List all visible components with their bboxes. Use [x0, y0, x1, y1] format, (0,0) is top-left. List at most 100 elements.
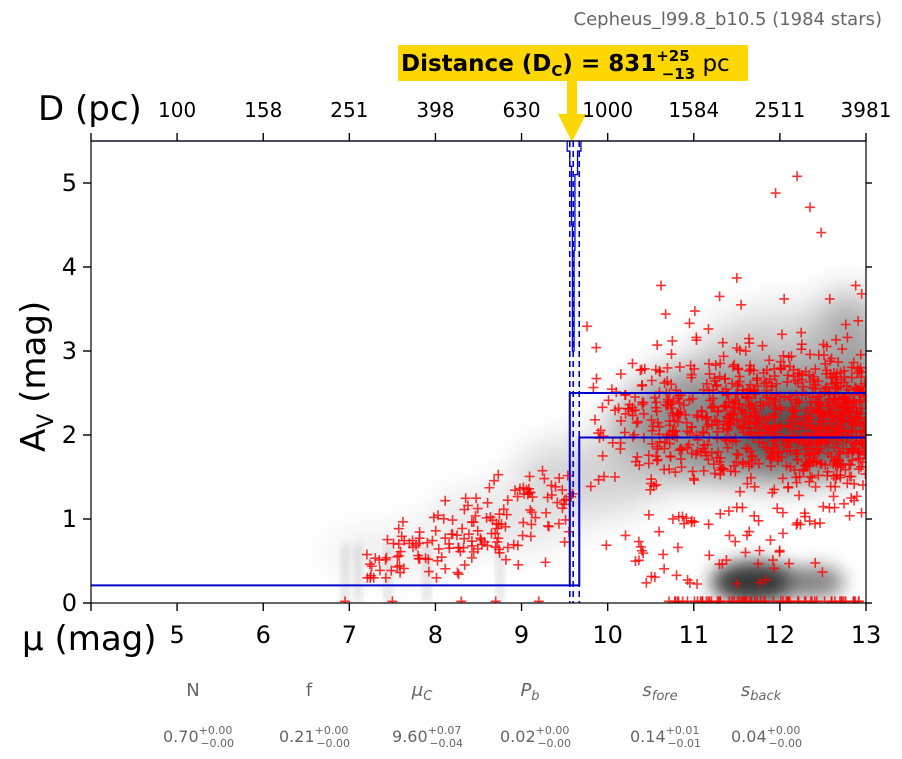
star-marker	[828, 393, 839, 404]
star-marker	[813, 423, 824, 434]
star-marker	[432, 555, 443, 566]
star-marker	[392, 551, 403, 562]
param-value: 9.60+0.07 −0.04	[392, 724, 463, 750]
star-marker	[692, 579, 703, 590]
star-marker	[800, 389, 811, 400]
star-marker	[664, 464, 675, 475]
star-marker	[631, 417, 642, 428]
star-marker	[502, 542, 513, 553]
star-marker	[811, 437, 822, 448]
star-marker	[724, 416, 735, 427]
star-marker	[546, 489, 557, 500]
star-marker	[620, 408, 631, 419]
star-marker	[810, 364, 821, 375]
star-marker	[798, 381, 809, 392]
star-marker	[828, 471, 839, 482]
top-tick-label: 158	[244, 98, 282, 122]
param-value: 0.02+0.00 −0.00	[500, 724, 571, 750]
star-marker	[683, 439, 694, 450]
star-marker	[759, 378, 770, 389]
star-marker	[796, 339, 807, 350]
star-marker	[502, 495, 513, 506]
star-marker	[788, 371, 799, 382]
star-marker	[553, 518, 564, 529]
star-marker	[392, 561, 403, 572]
star-marker	[651, 479, 662, 490]
y-tick-label: 0	[62, 589, 77, 617]
star-marker	[636, 380, 647, 391]
star-marker	[716, 462, 727, 473]
star-marker	[722, 425, 733, 436]
star-marker	[799, 419, 810, 430]
star-marker	[744, 417, 755, 428]
star-marker	[846, 493, 857, 504]
star-marker	[364, 559, 375, 570]
star-marker	[799, 508, 810, 519]
star-marker	[785, 394, 796, 405]
star-marker	[810, 481, 821, 492]
star-marker	[840, 319, 851, 330]
star-marker	[698, 465, 709, 476]
star-marker	[393, 523, 404, 534]
star-marker	[518, 517, 529, 528]
star-marker	[744, 461, 755, 472]
star-marker	[769, 563, 780, 574]
star-marker	[839, 425, 850, 436]
star-marker	[453, 569, 464, 580]
star-marker	[671, 570, 682, 581]
star-marker	[526, 507, 537, 518]
star-marker	[763, 398, 774, 409]
density-streak	[354, 544, 361, 603]
star-marker	[753, 558, 764, 569]
star-marker	[792, 171, 803, 182]
density-blob	[711, 561, 798, 603]
star-marker	[630, 456, 641, 467]
star-marker	[805, 471, 816, 482]
star-marker	[816, 458, 827, 469]
star-marker	[601, 540, 612, 551]
param-value: 0.70+0.00 −0.00	[163, 724, 234, 750]
star-marker	[805, 202, 816, 213]
x-tick-label: 8	[428, 621, 443, 649]
star-marker	[526, 519, 537, 530]
star-marker	[633, 536, 644, 547]
star-marker	[769, 400, 780, 411]
star-marker	[677, 596, 688, 603]
star-marker	[524, 487, 535, 498]
star-marker	[682, 426, 693, 437]
star-marker	[471, 493, 482, 504]
star-marker	[719, 400, 730, 411]
star-marker	[749, 481, 760, 492]
x-tick-label: 9	[514, 621, 529, 649]
star-marker	[706, 420, 717, 431]
star-marker	[765, 447, 776, 458]
x-tick-label: 6	[256, 621, 271, 649]
star-marker	[689, 363, 700, 374]
star-marker	[706, 448, 717, 459]
star-marker	[838, 498, 849, 509]
star-marker	[804, 476, 815, 487]
star-marker	[386, 565, 397, 576]
star-marker	[789, 411, 800, 422]
star-marker	[394, 560, 405, 571]
star-marker	[399, 535, 410, 546]
star-marker	[524, 471, 535, 482]
star-marker	[829, 423, 840, 434]
star-marker	[447, 515, 458, 526]
star-marker	[444, 538, 455, 549]
star-marker	[779, 293, 790, 304]
star-marker	[546, 480, 557, 491]
star-marker	[807, 422, 818, 433]
star-marker	[501, 509, 512, 520]
star-marker	[822, 466, 833, 477]
star-marker	[638, 548, 649, 559]
star-marker	[646, 415, 657, 426]
star-marker	[675, 390, 686, 401]
star-marker	[767, 555, 778, 566]
star-marker	[686, 372, 697, 383]
star-marker	[828, 491, 839, 502]
top-tick-label: 100	[158, 98, 196, 122]
y-tick-label: 2	[62, 421, 77, 449]
star-marker	[722, 442, 733, 453]
star-marker	[821, 368, 832, 379]
